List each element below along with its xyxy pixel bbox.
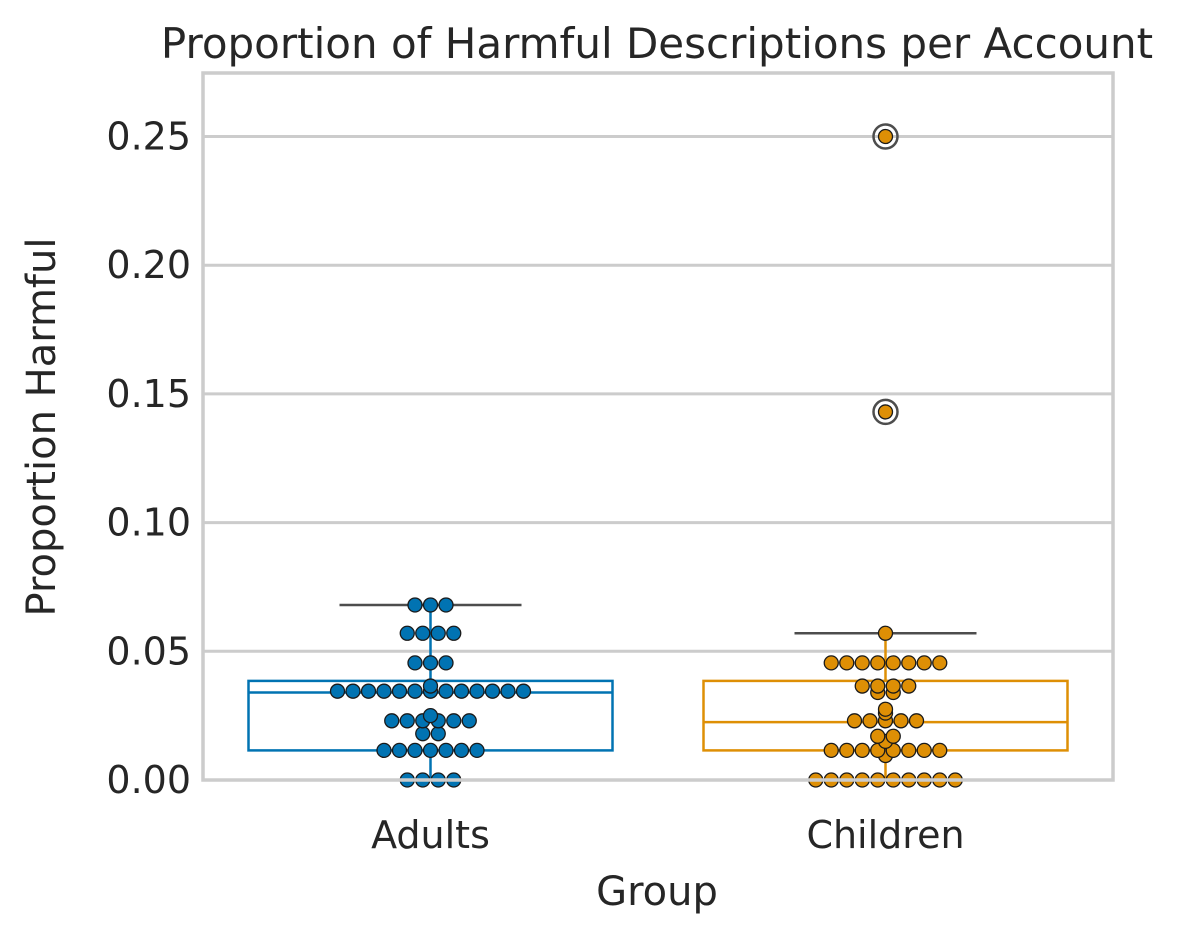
y-tick-label: 0.25 [106, 115, 191, 159]
x-tick-label: Children [806, 813, 964, 857]
data-point-adults [446, 625, 462, 641]
data-point-adults [376, 683, 392, 699]
y-tick-labels: 0.00 0.05 0.10 0.15 0.20 0.25 [106, 115, 191, 803]
box-children [702, 123, 1069, 780]
data-point-adults [438, 655, 454, 671]
data-point-children [877, 404, 894, 420]
data-point-children [932, 742, 948, 759]
data-point-children [862, 713, 878, 729]
y-tick-label: 0.15 [106, 372, 191, 416]
y-axis-label: Proportion Harmful [19, 238, 65, 617]
data-point-adults [422, 597, 439, 613]
data-point-adults [438, 742, 454, 759]
box-plots [247, 123, 1069, 780]
data-point-adults [500, 683, 516, 699]
data-point-adults [453, 683, 470, 699]
data-point-adults [407, 597, 423, 613]
data-point-children [877, 701, 894, 717]
outlier-marker [872, 398, 899, 426]
data-point-adults [469, 683, 485, 699]
data-point-children [854, 742, 870, 759]
data-point-children [823, 742, 839, 759]
x-tick-label: Adults [371, 813, 490, 857]
y-tick-label: 0.05 [106, 629, 191, 673]
data-point-adults [384, 713, 400, 729]
data-point-adults [399, 625, 415, 641]
x-tick-labels: Adults Children [371, 813, 964, 857]
data-point-children [908, 713, 925, 729]
y-tick-label: 0.20 [106, 243, 191, 287]
data-point-adults [438, 683, 454, 699]
outlier-marker [872, 123, 899, 150]
data-point-children [870, 728, 886, 744]
data-point-adults [407, 655, 423, 671]
data-point-children [839, 742, 855, 759]
y-tick-label: 0.00 [106, 758, 191, 802]
data-point-children [846, 713, 863, 729]
data-point-children [854, 655, 870, 671]
data-point-adults [391, 742, 408, 759]
data-point-adults [376, 742, 392, 759]
data-point-adults [430, 726, 446, 742]
data-point-children [885, 655, 901, 671]
data-point-adults [430, 625, 446, 641]
x-axis-label: Group [596, 869, 718, 915]
data-point-adults [407, 742, 423, 759]
data-point-adults [415, 726, 431, 742]
chart-title: Proportion of Harmful Descriptions per A… [161, 19, 1153, 68]
data-point-adults [453, 742, 470, 759]
data-point-children [916, 655, 932, 671]
data-point-adults [415, 625, 431, 641]
data-point-adults [345, 683, 361, 699]
data-point-children [839, 655, 855, 671]
data-point-adults [422, 708, 439, 724]
data-point-adults [461, 713, 477, 729]
plot-frame [201, 71, 1115, 782]
data-point-children [870, 655, 886, 671]
data-point-adults [422, 655, 439, 671]
data-point-children [877, 625, 894, 641]
data-point-children [854, 678, 870, 694]
data-point-adults [391, 683, 408, 699]
data-point-children [823, 655, 839, 671]
data-point-children [916, 742, 932, 759]
data-point-children [932, 655, 948, 671]
data-point-children [885, 678, 901, 694]
data-point-adults [407, 683, 423, 699]
data-point-children [870, 678, 886, 694]
data-point-adults [469, 742, 485, 759]
data-point-children [877, 128, 894, 145]
swarm-points [329, 128, 963, 788]
data-point-adults [484, 683, 501, 699]
data-point-adults [329, 683, 346, 699]
data-point-adults [438, 597, 454, 613]
y-tick-label: 0.10 [106, 501, 191, 545]
data-point-children [901, 655, 917, 671]
data-point-adults [422, 678, 439, 694]
data-point-children [901, 742, 917, 759]
data-point-adults [360, 683, 377, 699]
grid-lines [203, 135, 1113, 782]
data-point-adults [422, 742, 439, 759]
data-point-adults [515, 683, 532, 699]
data-point-adults [446, 713, 462, 729]
data-point-children [885, 728, 901, 744]
data-point-children [893, 713, 909, 729]
data-point-adults [399, 713, 415, 729]
data-point-children [901, 678, 917, 694]
